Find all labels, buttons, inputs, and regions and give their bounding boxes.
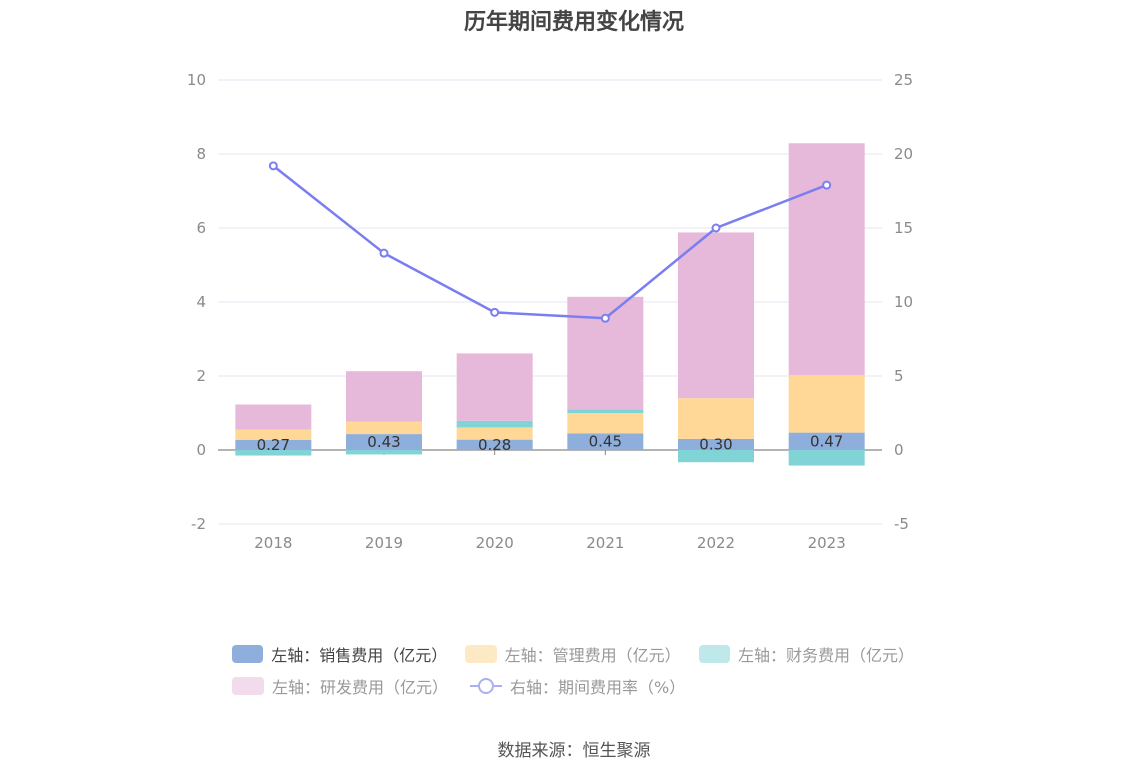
legend-label-sales: 左轴：销售费用（亿元） [271,646,448,665]
legend-swatch-admin [465,645,497,663]
x-axis-tick-label: 2019 [365,534,403,552]
x-axis-tick-label: 2021 [586,534,624,552]
right-axis-tick-label: -5 [894,515,909,533]
bar-rd [678,232,754,399]
source-note: 数据来源：恒生聚源 [497,741,651,761]
bar-finance [346,450,422,455]
bar-finance [788,450,865,466]
legend-swatch-rate [470,677,503,695]
chart-canvas: -2 0 2 4 6 8 10 -5 0 5 10 15 20 25 2018 2019 2020 2021 202… [187,71,913,552]
right-axis-tick-label: 0 [894,441,904,459]
bar-finance [235,450,312,456]
bar-finance [567,409,644,413]
left-axis-tick-label: 10 [187,71,206,89]
sales-data-label: 0.45 [589,433,622,451]
legend-item-rate[interactable]: 右轴：期间费用率（%） [470,674,685,698]
bar-finance [456,420,533,428]
bar-rd [346,371,422,422]
bar-rd [235,404,312,430]
left-axis-tick-label: -2 [191,515,206,533]
x-axis-tick-label: 2020 [476,534,514,552]
right-axis-tick-label: 5 [894,367,904,385]
legend-item-sales[interactable]: 左轴：销售费用（亿元） [232,642,448,666]
left-axis-tick-label: 2 [196,367,206,385]
sales-data-label: 0.30 [699,435,732,453]
sales-data-label: 0.27 [257,436,290,454]
right-axis-tick-label: 15 [894,219,913,237]
bar-admin [346,421,422,435]
right-axis-tick-label: 20 [894,145,913,163]
right-axis-tick-label: 10 [894,293,913,311]
bar-sales [678,438,754,450]
rate-point [268,161,278,171]
left-axis-tick-label: 6 [196,219,206,237]
rate-point [490,307,500,317]
rate-point [711,223,721,233]
legend-item-finance[interactable]: 左轴：财务费用（亿元） [698,642,914,666]
bar-sales [346,434,422,450]
legend-label-rd: 左轴：研发费用（亿元） [272,678,449,697]
x-axis-tick-label: 2022 [697,534,735,552]
rate-point [822,180,832,190]
rate-point [379,248,389,258]
x-axis-tick-label: 2023 [808,534,846,552]
bar-admin [235,429,312,441]
bar-admin [567,413,644,434]
chart-title: 历年期间费用变化情况 [463,10,684,35]
rate-line [272,164,828,320]
bar-admin [456,427,533,440]
legend-label-rate: 右轴：期间费用率（%） [510,678,686,697]
right-axis-tick-label: 25 [894,71,913,89]
legend-swatch-finance [698,645,730,663]
bar-finance [678,450,754,463]
legend-row-1: 左轴：销售费用（亿元） 左轴：管理费用（亿元） 左轴：财务费用（亿元） [232,638,932,670]
bar-sales [567,433,644,450]
bar-sales [788,432,865,450]
sales-data-label: 0.43 [367,433,400,451]
bar-rd [567,296,644,410]
legend-label-finance: 左轴：财务费用（亿元） [737,646,914,665]
legend: 左轴：销售费用（亿元） 左轴：管理费用（亿元） 左轴：财务费用（亿元） 左轴：研… [232,638,932,702]
sales-data-label: 0.47 [810,432,843,450]
legend-label-admin: 左轴：管理费用（亿元） [504,646,681,665]
x-axis-tick-label: 2018 [254,534,292,552]
legend-item-admin[interactable]: 左轴：管理费用（亿元） [465,642,681,666]
bar-rd [456,353,533,421]
bar-admin [678,398,754,439]
rate-point [600,313,610,323]
left-axis-tick-label: 4 [196,293,206,311]
legend-swatch-sales [232,645,264,663]
sales-data-label: 0.28 [478,436,511,454]
legend-swatch-rd [232,677,264,695]
bar-admin [788,375,865,433]
bar-rd [788,143,865,376]
legend-item-rd[interactable]: 左轴：研发费用（亿元） [232,674,448,698]
bar-sales [456,439,533,450]
bar-sales [235,440,312,450]
left-axis-tick-label: 0 [196,441,206,459]
left-axis-tick-label: 8 [196,145,206,163]
legend-row-2: 左轴：研发费用（亿元） 右轴：期间费用率（%） [232,670,932,702]
